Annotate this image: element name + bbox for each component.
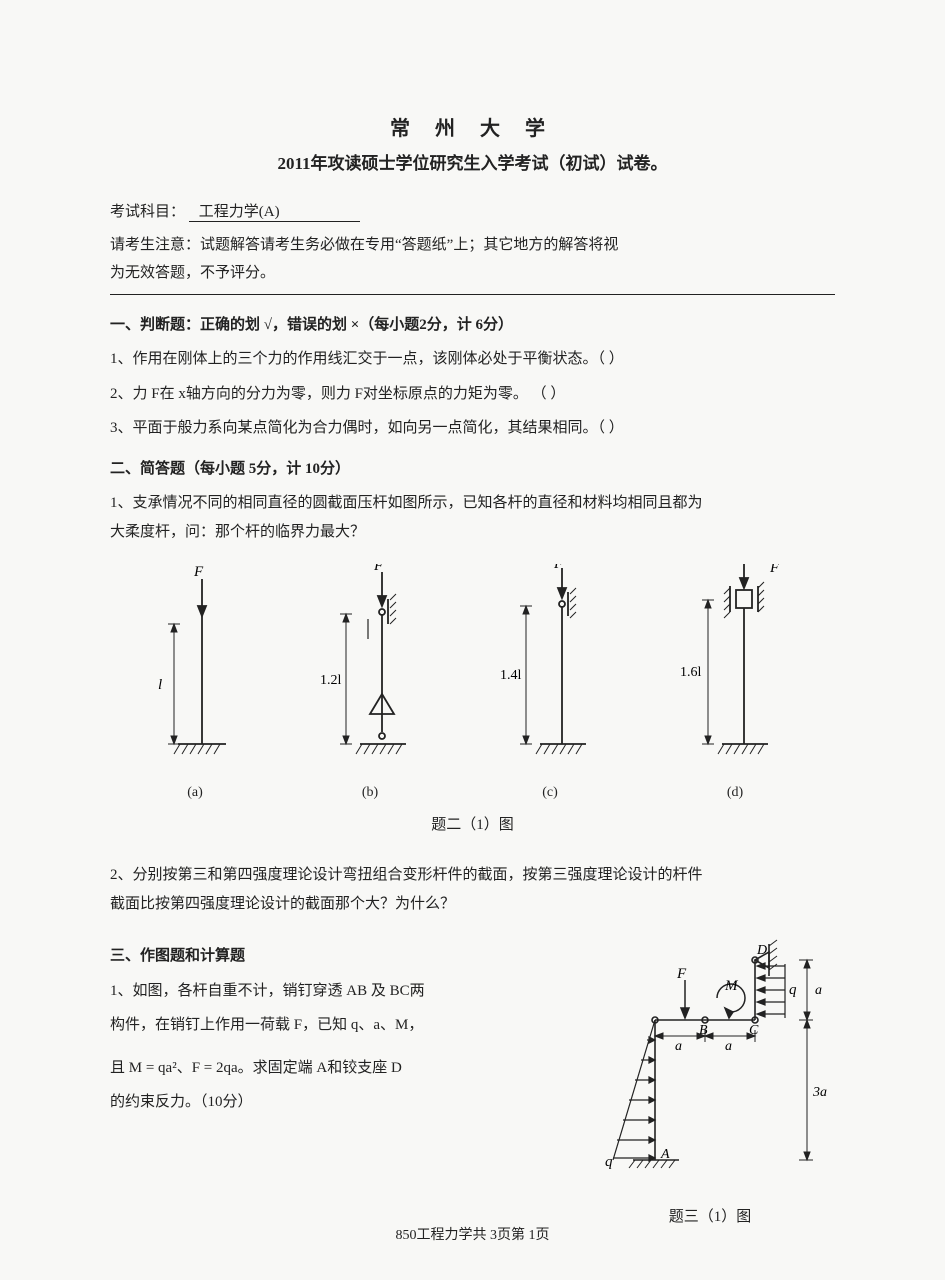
s2-q1b: 大柔度杆，问：那个杆的临界力最大？ [110, 518, 835, 547]
fig-label-b: (b) [362, 780, 378, 807]
s3-l4: 的约束反力。（10分） [110, 1088, 575, 1117]
label-A: A [660, 1147, 670, 1162]
label-l-a: l [158, 677, 162, 693]
exam-title: 2011年攻读硕士学位研究生入学考试（初试）试卷。 [110, 148, 835, 180]
s1-q3: 3、平面于般力系向某点简化为合力偶时，如向另一点简化，其结果相同。（ ） [110, 414, 835, 443]
notice-line-1: 请考生注意：试题解答请考生务必做在专用“答题纸”上；其它地方的解答将视 [110, 231, 835, 260]
label-F-a: F [193, 564, 204, 580]
section3-block: 三、作图题和计算题 1、如图，各杆自重不计，销钉穿透 AB 及 BC两 构件，在… [110, 930, 835, 1231]
dim-a1: a [675, 1039, 682, 1054]
label-B: B [699, 1023, 708, 1038]
label-F: F [676, 966, 687, 982]
fig-label-a: (a) [187, 780, 203, 807]
s3-l1: 1、如图，各杆自重不计，销钉穿透 AB 及 BC两 [110, 977, 575, 1006]
label-q-right: q [789, 982, 797, 998]
dim-a3: a [815, 983, 822, 998]
divider [110, 294, 835, 295]
column-svg-b: F 1.2l [320, 564, 420, 774]
fig-label-d: (d) [727, 780, 743, 807]
fig-label-c: (c) [542, 780, 558, 807]
fig1-caption: 题二（1）图 [110, 811, 835, 840]
label-F-c: F [553, 564, 564, 572]
column-fig-a: F l (a) [150, 564, 240, 807]
column-svg-c: F 1.4l [500, 564, 600, 774]
s3-l3: 且 M = qa²、F = 2qa。求固定端 A和铰支座 D [110, 1054, 575, 1083]
notice: 请考生注意：试题解答请考生务必做在专用“答题纸”上；其它地方的解答将视 为无效答… [110, 231, 835, 288]
section1-title: 一、判断题：正确的划 √，错误的划 ×（每小题2分，计 6分） [110, 311, 835, 340]
column-fig-b: F 1.2l (b) [320, 564, 420, 807]
label-l-b: 1.2l [320, 673, 342, 688]
label-D: D [756, 943, 767, 958]
section2-title: 二、简答题（每小题 5分，计 10分） [110, 455, 835, 484]
frame-svg: F M q q D C B A a a a 3a [585, 930, 835, 1190]
dim-a2: a [725, 1039, 732, 1054]
column-svg-a: F l [150, 564, 240, 774]
page-header: 常 州 大 学 2011年攻读硕士学位研究生入学考试（初试）试卷。 [110, 110, 835, 180]
figure-row: F l (a) [150, 564, 790, 807]
column-fig-d: F 1.6l (d) [680, 564, 790, 807]
label-F-b: F [373, 564, 384, 574]
s2-q2a: 2、分别按第三和第四强度理论设计弯扭组合变形杆件的截面，按第三强度理论设计的杆件 [110, 861, 835, 890]
subject-label: 考试科目： [110, 204, 185, 220]
column-svg-d: F 1.6l [680, 564, 790, 774]
subject-value: 工程力学(A) [189, 204, 360, 222]
section3-title: 三、作图题和计算题 [110, 942, 575, 971]
s2-q1a: 1、支承情况不同的相同直径的圆截面压杆如图所示，已知各杆的直径和材料均相同且都为 [110, 489, 835, 518]
page-footer: 850工程力学共 3页第 1页 [0, 1223, 945, 1250]
label-F-d: F [769, 564, 780, 576]
label-C: C [749, 1023, 759, 1038]
subject-row: 考试科目： 工程力学(A) [110, 198, 835, 227]
label-M: M [724, 978, 739, 994]
column-fig-c: F 1.4l (c) [500, 564, 600, 807]
s2-q2b: 截面比按第四强度理论设计的截面那个大？为什么？ [110, 890, 835, 919]
s1-q2: 2、力 F在 x轴方向的分力为零，则力 F对坐标原点的力矩为零。 （ ） [110, 380, 835, 409]
s3-l2: 构件，在销钉上作用一荷载 F，已知 q、a、M， [110, 1011, 575, 1040]
notice-line-2: 为无效答题，不予评分。 [110, 259, 835, 288]
label-q-left: q [605, 1154, 613, 1170]
dim-3a: 3a [812, 1085, 827, 1100]
university-name: 常 州 大 学 [110, 110, 835, 148]
s1-q1: 1、作用在刚体上的三个力的作用线汇交于一点，该刚体必处于平衡状态。（ ） [110, 345, 835, 374]
label-l-d: 1.6l [680, 665, 702, 680]
label-l-c: 1.4l [500, 668, 522, 683]
